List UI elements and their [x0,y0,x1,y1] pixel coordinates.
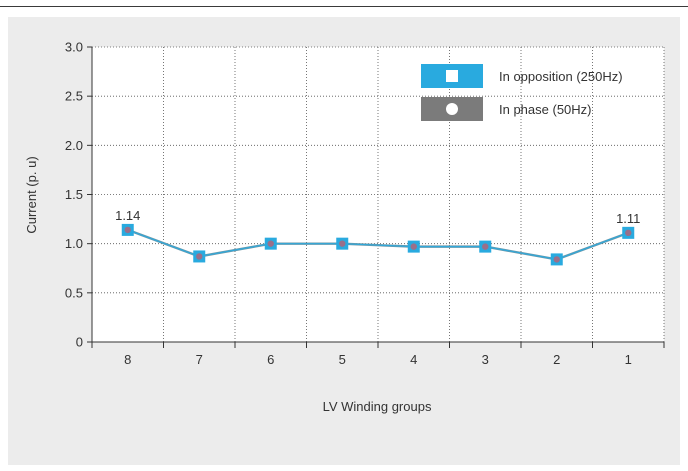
y-tick-label: 0 [76,335,83,350]
y-tick-label: 3.0 [65,40,83,55]
x-tick-label: 8 [124,352,131,367]
x-tick-label: 1 [625,352,632,367]
series-line-in-phase [127,229,629,261]
x-tick-label: 4 [410,352,417,367]
point-in-phase [267,240,274,247]
x-tick-labels: 8 7 6 5 4 3 2 1 [124,352,632,367]
x-tick-label: 3 [482,352,489,367]
axes [87,46,665,348]
y-axis-title: Current (p. u) [24,156,39,233]
point-in-phase [553,256,560,263]
legend: In opposition (250Hz) In phase (50Hz) [421,64,623,121]
y-tick-labels: 0 0.5 1.0 1.5 2.0 2.5 3.0 [65,40,83,350]
legend-square-marker [446,70,458,82]
series-group [121,223,635,266]
point-in-phase [625,229,632,237]
y-tick-label: 2.0 [65,138,83,153]
legend-label-in-phase: In phase (50Hz) [499,102,592,117]
x-axis-title: LV Winding groups [323,399,432,414]
top-rule [0,6,688,7]
point-in-phase [339,240,346,247]
point-in-phase [124,226,131,234]
point-in-phase [196,253,203,260]
y-tick-label: 1.5 [65,187,83,202]
point-in-phase [410,243,417,250]
x-tick-label: 6 [267,352,274,367]
x-tick-label: 2 [553,352,560,367]
legend-circle-marker [446,103,458,115]
data-label: 1.14 [115,208,140,223]
y-tick-label: 0.5 [65,285,83,300]
data-labels: 1.14 1.11 [115,208,640,226]
y-tick-label: 1.0 [65,236,83,251]
legend-label-in-opposition: In opposition (250Hz) [499,69,623,84]
x-tick-label: 5 [339,352,346,367]
gridlines [92,46,665,342]
data-label: 1.11 [616,211,640,226]
y-tick-label: 2.5 [65,89,83,104]
x-tick-label: 7 [196,352,203,367]
point-in-phase [482,243,489,250]
